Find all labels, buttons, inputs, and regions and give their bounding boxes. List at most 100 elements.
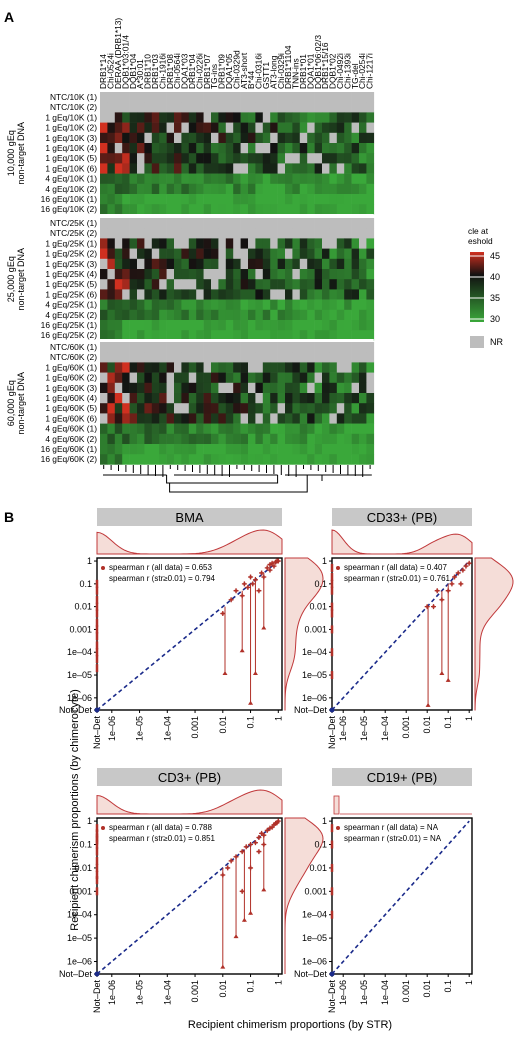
heatmap-cell	[351, 372, 360, 384]
heatmap-cell	[299, 299, 308, 311]
heatmap-cell	[248, 163, 256, 174]
heatmap-cell	[248, 413, 256, 424]
heatmap-cell	[188, 204, 197, 215]
heatmap-cell	[285, 92, 293, 103]
heatmap-cell	[166, 163, 175, 174]
heatmap-cell	[203, 454, 212, 465]
heatmap-cell	[144, 173, 153, 185]
heatmap-cell	[218, 194, 227, 205]
heatmap-cell	[107, 403, 116, 414]
y-tick-label: 1e–06	[67, 693, 92, 703]
heatmap-cell	[270, 238, 278, 249]
heatmap-cell	[255, 309, 264, 321]
heatmap-cell	[285, 248, 293, 260]
heatmap-cell	[100, 153, 108, 164]
error-bar-cap	[261, 887, 267, 892]
heatmap-cell	[351, 204, 360, 215]
y-tick-label: 0.01	[309, 602, 327, 612]
heatmap-cell	[211, 183, 219, 195]
heatmap-cell	[329, 342, 338, 353]
data-point	[240, 849, 244, 854]
heatmap-cell	[166, 309, 175, 321]
heatmap-cell	[322, 403, 330, 414]
heatmap-cell	[262, 372, 271, 384]
heatmap-cell	[107, 299, 116, 311]
heatmap-cell	[122, 92, 130, 103]
heatmap-cell	[285, 122, 293, 134]
heatmap-cell	[277, 423, 286, 435]
heatmap-cell	[166, 299, 175, 311]
heatmap-cell	[270, 228, 278, 239]
heatmap-cell	[240, 153, 249, 164]
heatmap-cell	[114, 289, 123, 300]
heatmap-cell	[336, 372, 345, 384]
heatmap-cell	[188, 362, 197, 373]
heatmap-cell	[248, 183, 256, 195]
row-label: NTC/10K (2)	[50, 102, 97, 112]
heatmap-cell	[196, 218, 204, 229]
heatmap-cell	[351, 92, 360, 103]
heatmap-cell	[270, 444, 278, 455]
heatmap-cell	[351, 454, 360, 465]
heatmap-cell	[188, 163, 197, 174]
heatmap-cell	[151, 102, 160, 113]
heatmap-cell	[211, 372, 219, 384]
panel-a-letter: A	[4, 9, 14, 25]
heatmap-cell	[336, 299, 345, 311]
heatmap-cell	[359, 362, 367, 373]
heatmap-cell	[144, 112, 153, 123]
heatmap-cell	[285, 433, 293, 445]
heatmap-cell	[314, 289, 323, 300]
heatmap-cell	[262, 248, 271, 260]
heatmap-cell	[211, 92, 219, 103]
x-tick-label: Not–Det	[92, 980, 102, 1014]
row-label: NTC/25K (2)	[50, 228, 97, 238]
heatmap-cell	[299, 393, 308, 404]
marginal-kde-top	[333, 795, 340, 815]
heatmap-cell	[129, 122, 138, 134]
heatmap-cell	[181, 454, 190, 465]
heatmap-cell	[292, 92, 301, 103]
heatmap-cell	[107, 183, 116, 195]
heatmap-cell	[329, 289, 338, 300]
row-label: 1 gEq/10K (6)	[45, 163, 97, 173]
heatmap-cell	[174, 454, 182, 465]
heatmap-cell	[240, 413, 249, 424]
heatmap-cell	[240, 238, 249, 249]
heatmap-cell	[307, 382, 315, 394]
heatmap-cell	[181, 194, 190, 205]
heatmap-cell	[366, 433, 375, 445]
heatmap-cell	[292, 269, 301, 280]
heatmap-cell	[144, 403, 153, 414]
heatmap-cell	[344, 330, 352, 341]
heatmap-cell	[188, 218, 197, 229]
heatmap-cell	[137, 204, 145, 215]
heatmap-cell	[359, 122, 367, 134]
heatmap-cell	[174, 372, 182, 384]
heatmap-cell	[336, 330, 345, 341]
heatmap-cell	[225, 102, 234, 113]
row-label: NTC/60K (2)	[50, 352, 97, 362]
heatmap-cell	[359, 320, 367, 331]
group-label: non-target DNA	[16, 248, 26, 311]
heatmap-cell	[218, 372, 227, 384]
heatmap-cell	[107, 132, 116, 144]
heatmap-cell	[129, 362, 138, 373]
heatmap-cell	[262, 194, 271, 205]
heatmap-cell	[159, 173, 167, 185]
data-point	[229, 598, 233, 602]
heatmap-cell	[277, 258, 286, 270]
heatmap-cell	[203, 102, 212, 113]
heatmap-cell	[277, 204, 286, 215]
heatmap-cell	[336, 173, 345, 185]
heatmap-cell	[233, 393, 241, 404]
heatmap-cell	[233, 218, 241, 229]
heatmap-cell	[174, 269, 182, 280]
heatmap-cell	[336, 102, 345, 113]
heatmap-cell	[255, 112, 264, 123]
heatmap-cell	[359, 218, 367, 229]
heatmap-cell	[314, 372, 323, 384]
heatmap-cell	[114, 258, 123, 270]
heatmap-cell	[366, 112, 375, 123]
heatmap-cell	[151, 92, 160, 103]
